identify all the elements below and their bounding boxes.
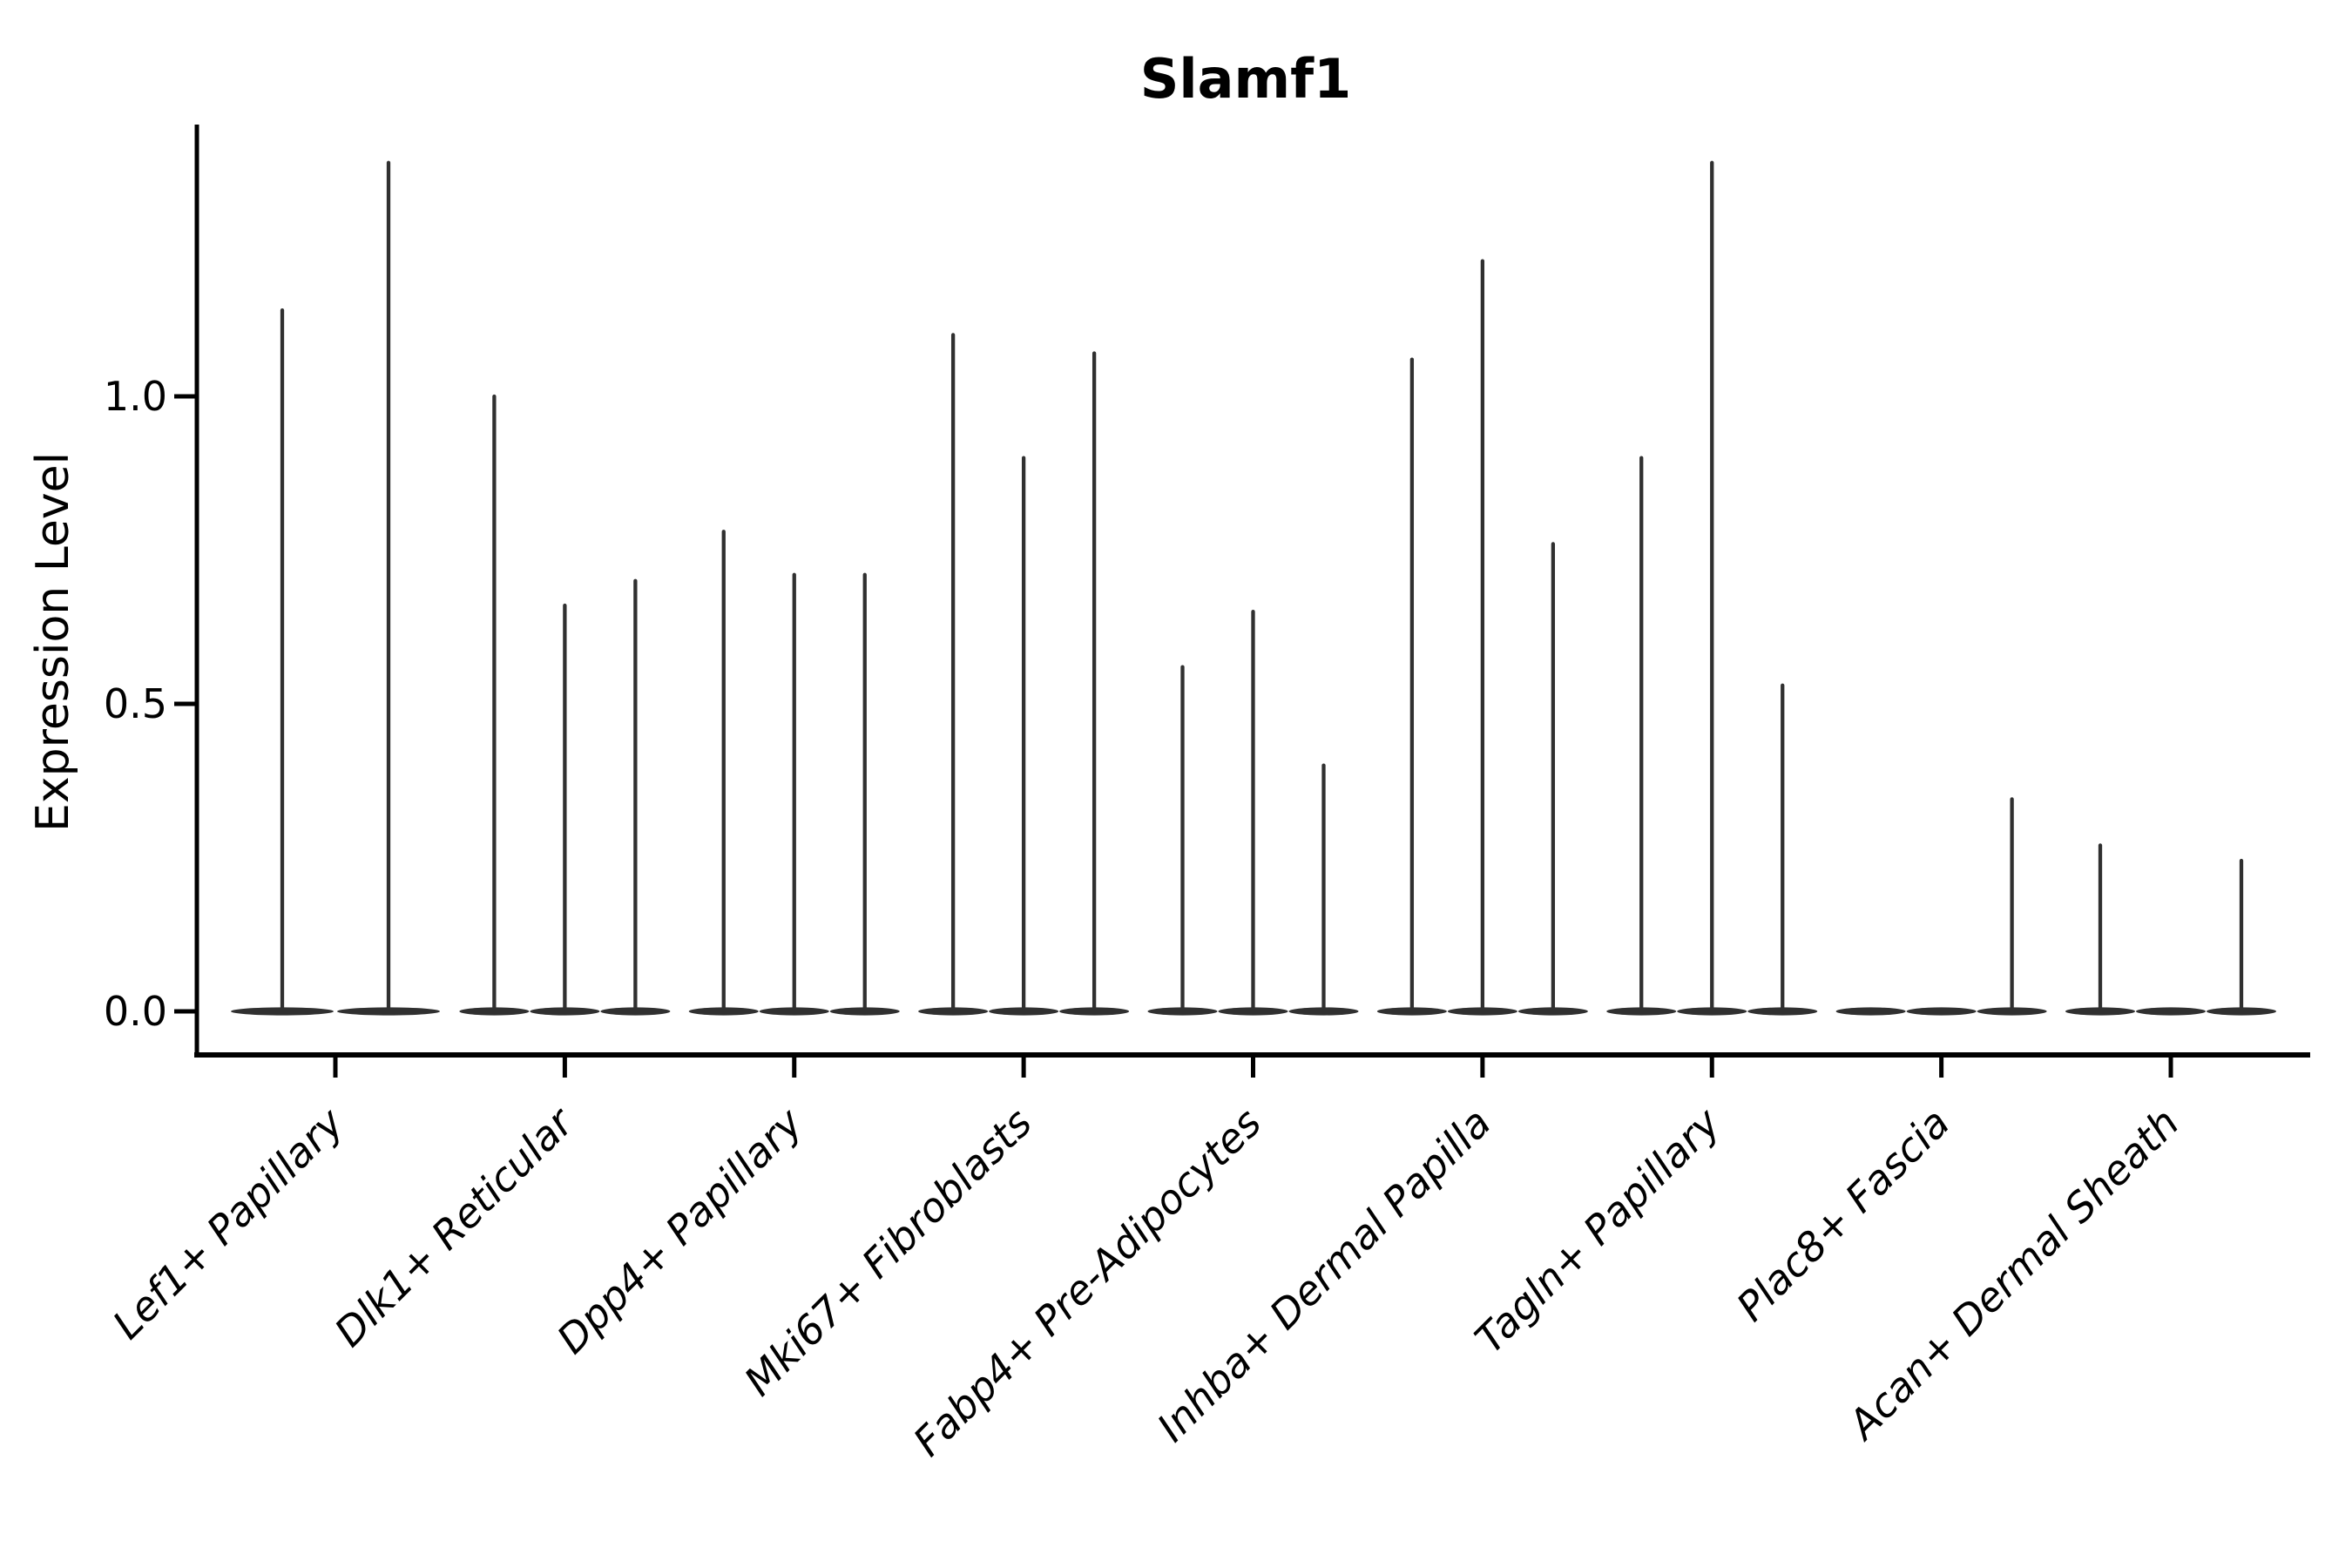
y-tick-label: 0.0 (104, 988, 167, 1035)
y-tick-label: 0.5 (104, 680, 167, 727)
chart-title: Slamf1 (1140, 47, 1351, 111)
y-tick-label: 1.0 (104, 373, 167, 420)
violin-base (1906, 1007, 1977, 1016)
violin-base (1835, 1007, 1906, 1016)
y-axis-label: Expression Level (27, 452, 79, 832)
violin-base (2136, 1007, 2206, 1016)
